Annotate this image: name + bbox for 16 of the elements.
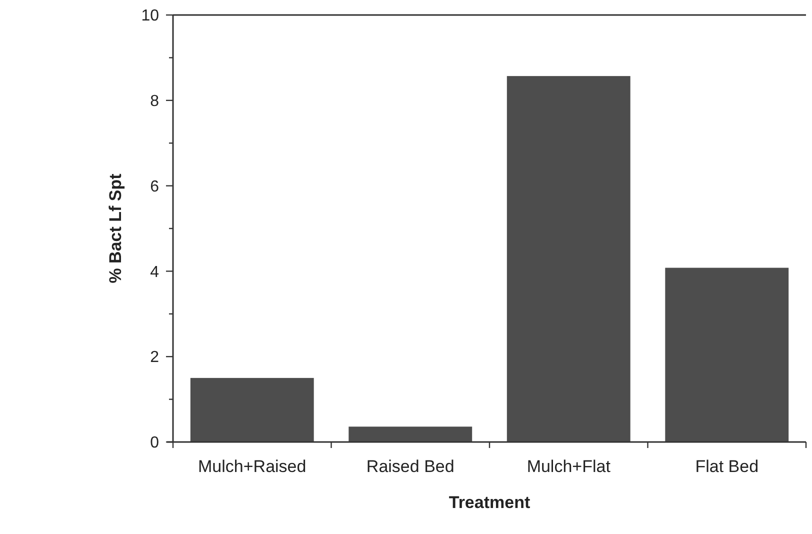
y-tick-label: 10	[141, 8, 160, 25]
bar	[506, 76, 630, 442]
y-tick-label: 6	[150, 178, 160, 196]
y-tick-label: 4	[150, 264, 160, 281]
y-tick-label: 2	[150, 349, 160, 366]
bar	[190, 378, 314, 442]
y-tick-label: 8	[150, 93, 160, 110]
x-tick-label: Flat Bed	[695, 457, 759, 476]
y-axis-title: % Bact Lf Spt	[106, 173, 125, 284]
x-tick-label: Raised Bed	[366, 457, 454, 476]
x-axis-title: Treatment	[448, 493, 530, 512]
y-tick-label: 0	[150, 434, 160, 452]
bar	[348, 426, 472, 442]
bar	[665, 268, 789, 442]
x-tick-label: Mulch+Flat	[526, 457, 611, 476]
x-tick-label: Mulch+Raised	[198, 457, 306, 476]
